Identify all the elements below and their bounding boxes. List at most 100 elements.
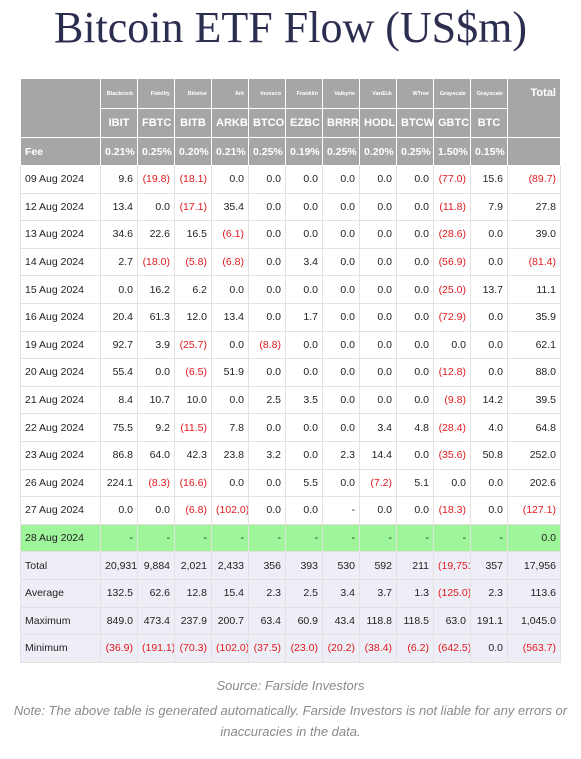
flow-value: 0.0: [433, 330, 471, 360]
summary-value: 530: [322, 551, 360, 580]
flow-value: 0.0: [396, 330, 434, 360]
flow-value: 10.7: [137, 385, 175, 415]
flow-value: 35.9: [507, 302, 561, 332]
flow-value: 13.4: [100, 192, 138, 222]
flow-value: 0.0: [359, 385, 397, 415]
flow-value: 0.0: [211, 330, 249, 360]
flow-value: 16.5: [174, 220, 212, 249]
flow-value: 0.0: [248, 165, 286, 194]
flow-value: (17.1): [174, 192, 212, 222]
summary-value: 132.5: [100, 578, 138, 608]
summary-value: 9,884: [137, 551, 175, 580]
flow-value: (25.0): [433, 275, 471, 304]
note: Note: The above table is generated autom…: [13, 703, 568, 739]
flow-value: 10.0: [174, 385, 212, 415]
summary-value: 2.3: [248, 578, 286, 608]
flow-value: 0.0: [211, 385, 249, 415]
flow-value: 0.0: [359, 275, 397, 304]
date: 14 Aug 2024: [20, 247, 101, 277]
flow-value: 22.6: [137, 220, 175, 249]
flow-value: 86.8: [100, 440, 138, 470]
flow-value: 0.0: [322, 302, 360, 332]
flow-value: 88.0: [507, 358, 561, 387]
flow-value: (8.8): [248, 330, 286, 360]
flow-value: (16.6): [174, 468, 212, 498]
fee: 1.50%: [433, 137, 471, 166]
flow-value: 0.0: [470, 468, 508, 498]
flow-value: 3.9: [137, 330, 175, 360]
ticker: BITB: [174, 108, 212, 138]
flow-value: 6.2: [174, 275, 212, 304]
flow-value: 0.0: [396, 496, 434, 525]
flow-value: 0.0: [100, 496, 138, 525]
issuer-name: Grayscale: [470, 78, 508, 109]
flow-value: 55.4: [100, 358, 138, 387]
flow-value: (18.1): [174, 165, 212, 194]
flow-value: 34.6: [100, 220, 138, 249]
flow-value: 0.0: [248, 358, 286, 387]
flow-value: 75.5: [100, 413, 138, 442]
flow-value: 11.1: [507, 275, 561, 304]
flow-value: 3.2: [248, 440, 286, 470]
flow-value: 39.5: [507, 385, 561, 415]
flow-value: -: [322, 496, 360, 525]
summary-label: Average: [20, 578, 101, 608]
issuer-name: Valkyrie: [322, 78, 360, 109]
fee-label: Fee: [20, 137, 101, 166]
etf-flow-table: Blackrock Fidelity Bitwise Ark Invesco Frankl…: [20, 78, 561, 663]
fee: 0.21%: [211, 137, 249, 166]
flow-value: 5.1: [396, 468, 434, 498]
summary-value: 356: [248, 551, 286, 580]
summary-label: Minimum: [20, 634, 101, 663]
flow-value: 8.4: [100, 385, 138, 415]
flow-value: 0.0: [211, 275, 249, 304]
flow-value: 202.6: [507, 468, 561, 498]
flow-value: 42.3: [174, 440, 212, 470]
date: 16 Aug 2024: [20, 302, 101, 332]
date: 27 Aug 2024: [20, 496, 101, 525]
flow-value: -: [285, 523, 323, 553]
header-row: IBIT FBTC BITB ARKB BTCO EZBC BRRR HODL BTCW GBTC…: [21, 108, 561, 138]
flow-value: 4.0: [470, 413, 508, 442]
flow-value: 0.0: [470, 330, 508, 360]
flow-value: 0.0: [322, 413, 360, 442]
issuer-name: Blackrock: [100, 78, 138, 109]
header-cell: [507, 137, 561, 166]
flow-value: 0.0: [137, 192, 175, 222]
data-row: 28 Aug 2024- - - - - - - - - - -0.0: [20, 523, 561, 553]
flow-value: -: [433, 523, 471, 553]
issuer-name: VanEck: [359, 78, 397, 109]
flow-value: 0.0: [470, 247, 508, 277]
flow-value: -: [211, 523, 249, 553]
date: 12 Aug 2024: [20, 192, 101, 222]
flow-value: 0.0: [137, 496, 175, 525]
source: Source: Farside Investors: [216, 678, 365, 693]
flow-value: -: [100, 523, 138, 553]
ticker: BTCO: [248, 108, 286, 138]
summary-value: 15.4: [211, 578, 249, 608]
data-row: 26 Aug 2024 224.1 (8.3) (16.6) 0.0 0.0 5.5 0.0(…: [20, 468, 561, 498]
flow-value: 0.0: [248, 275, 286, 304]
flow-value: 13.7: [470, 275, 508, 304]
summary-value: (102.0): [211, 634, 249, 663]
flow-value: 13.4: [211, 302, 249, 332]
flow-value: 0.0: [433, 468, 471, 498]
flow-value: 0.0: [248, 247, 286, 277]
summary-value: 118.8: [359, 606, 397, 636]
summary-value: 357: [470, 551, 508, 580]
summary-label: Total: [20, 551, 101, 580]
flow-value: 62.1: [507, 330, 561, 360]
flow-value: 0.0: [396, 385, 434, 415]
ticker: FBTC: [137, 108, 175, 138]
flow-value: (25.7): [174, 330, 212, 360]
flow-value: 0.0: [248, 220, 286, 249]
flow-value: 0.0: [470, 220, 508, 249]
flow-value: 3.4: [285, 247, 323, 277]
summary-value: 200.7: [211, 606, 249, 636]
flow-value: 35.4: [211, 192, 249, 222]
flow-value: 27.8: [507, 192, 561, 222]
data-row: 12 Aug 2024 13.4 0.0 (17.1) 35.4 0.0 0.0 0.0 0.0…: [20, 192, 561, 222]
flow-value: 0.0: [470, 302, 508, 332]
flow-value: 0.0: [359, 358, 397, 387]
